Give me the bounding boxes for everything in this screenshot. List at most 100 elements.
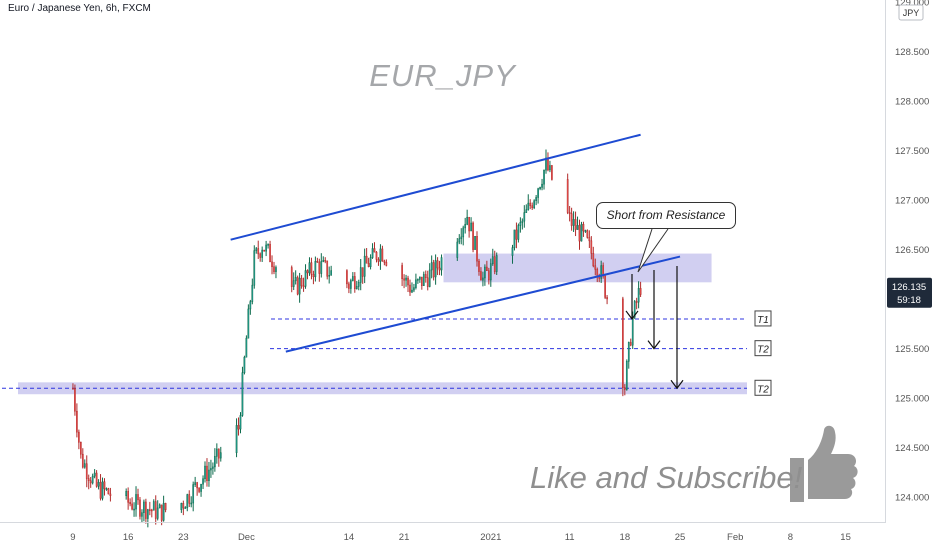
candle-up [101, 481, 104, 499]
candle-up [417, 279, 419, 281]
candle-down [590, 240, 593, 254]
candle-down [89, 480, 92, 484]
candle-down [348, 283, 350, 289]
candle-up [535, 197, 537, 202]
candle-up [298, 277, 301, 295]
candle-up [584, 230, 587, 232]
candle-down [81, 453, 84, 468]
candle-down [409, 284, 411, 293]
candle-up [241, 372, 244, 416]
candle-up [215, 448, 218, 457]
candle-down [476, 236, 478, 262]
candle-up [458, 238, 461, 243]
candle-down [531, 205, 534, 209]
candle-up [460, 236, 463, 239]
candle-up [523, 212, 526, 222]
symbol-watermark: EUR_JPY [369, 58, 516, 93]
candle-down [139, 499, 141, 517]
candle-up [350, 280, 352, 289]
price-tick-label: 125.000 [895, 394, 929, 405]
candle-up [537, 188, 539, 198]
candle-up [533, 200, 536, 209]
candle-down [594, 265, 597, 270]
candle-down [306, 270, 309, 274]
candle-down [377, 259, 380, 262]
candle-up [97, 482, 100, 487]
candle-up [212, 466, 214, 469]
candle-up [135, 494, 137, 510]
candle-down [493, 256, 496, 272]
time-tick-label: 25 [675, 532, 686, 543]
candle-down [551, 165, 553, 180]
candle-down [257, 248, 260, 255]
like-subscribe-text: Like and Subscribe! [530, 460, 803, 495]
candle-up [462, 227, 465, 238]
candle-down [87, 478, 90, 481]
candle-down [150, 509, 153, 512]
candle-down [586, 230, 589, 238]
time-tick-label: 9 [70, 532, 75, 543]
candle-up [517, 225, 520, 240]
candle-down [367, 263, 370, 268]
candle-up [625, 361, 628, 390]
candle-down [515, 229, 518, 240]
candle-up [180, 503, 183, 510]
candle-down [109, 493, 112, 496]
candle-down [312, 273, 315, 278]
candle-down [578, 225, 581, 242]
candle-down [129, 502, 131, 505]
candle-up [527, 202, 530, 210]
candle-up [186, 494, 189, 508]
candle-up [549, 165, 551, 171]
candle-up [637, 288, 640, 303]
candle-up [308, 262, 311, 274]
time-tick-label: 15 [840, 532, 851, 543]
candle-up [267, 244, 269, 246]
candle-down [164, 502, 167, 510]
candle-down [137, 494, 139, 501]
candle-up [322, 260, 325, 262]
candle-up [419, 276, 421, 280]
candle-up [253, 250, 256, 286]
candle-down [107, 488, 110, 495]
candle-up [143, 501, 145, 513]
candle-up [511, 247, 514, 256]
candle-up [245, 337, 248, 358]
candle-down [273, 266, 275, 272]
candle-up [292, 280, 295, 287]
candle-up [627, 342, 630, 362]
candle-up [239, 415, 242, 430]
time-tick-label: 18 [620, 532, 631, 543]
candle-up [251, 284, 254, 302]
candle-up [484, 266, 486, 279]
resistance-callout[interactable]: Short from Resistance [596, 202, 736, 229]
candle-up [275, 267, 277, 272]
candle-down [361, 267, 364, 277]
price-tick-label: 125.500 [895, 344, 929, 355]
candle-up [572, 219, 575, 226]
candle-down [154, 501, 157, 519]
time-tick-label: 21 [399, 532, 410, 543]
candle-up [214, 456, 216, 468]
candle-up [91, 475, 94, 484]
candle-up [633, 301, 636, 318]
down-arrow-head [647, 340, 661, 350]
target-label: T1 [757, 315, 769, 326]
candle-up [125, 491, 128, 496]
candle-down [629, 342, 632, 346]
candle-down [196, 482, 198, 489]
candle-down [383, 260, 386, 263]
candle-down [574, 219, 577, 230]
candle-down [582, 223, 585, 232]
candle-down [259, 253, 262, 258]
candle-up [600, 265, 603, 279]
candle-up [422, 274, 425, 286]
target-label: T2 [757, 384, 769, 395]
price-tick-label: 124.500 [895, 443, 929, 454]
candle-up [456, 241, 459, 258]
candle-down [269, 244, 271, 263]
price-tick-label: 126.500 [895, 245, 929, 256]
candle-down [622, 298, 624, 388]
